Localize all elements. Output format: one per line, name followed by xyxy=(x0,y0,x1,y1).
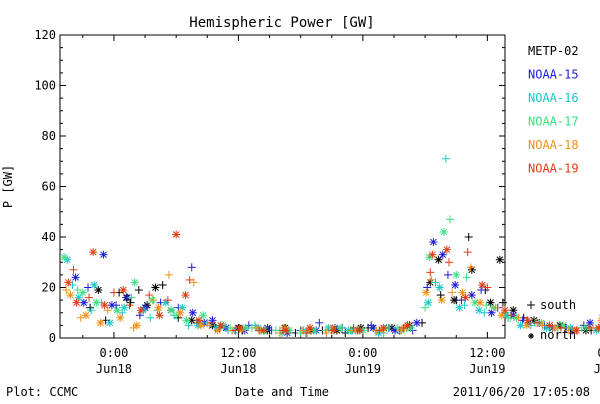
legend-entry-noaa-18: NOAA-18 xyxy=(528,138,579,152)
legend-entry-noaa-15: NOAA-15 xyxy=(528,68,579,82)
footer-timestamp: 2011/06/20 17:05:08 xyxy=(453,385,590,399)
point-noaa-15-north xyxy=(413,319,421,327)
point-noaa-18-north xyxy=(155,304,163,312)
point-noaa-19-north xyxy=(443,246,451,254)
point-noaa-15-north xyxy=(451,281,459,289)
marker-legend-label: north xyxy=(540,328,576,342)
y-tick-label: 120 xyxy=(34,28,56,42)
x-tick-date-label: Jun20 xyxy=(594,362,600,376)
point-noaa-19-north xyxy=(101,301,109,309)
point-noaa-19-north xyxy=(172,230,180,238)
point-noaa-15-north xyxy=(429,238,437,246)
point-noaa-19-north xyxy=(64,278,72,286)
point-noaa-18-north xyxy=(66,291,74,299)
point-noaa-19-north xyxy=(501,306,509,314)
point-noaa-17-north xyxy=(167,306,175,314)
y-tick-label: 80 xyxy=(42,129,56,143)
point-noaa-18-north xyxy=(96,319,104,327)
point-noaa-19-north xyxy=(73,299,81,307)
y-tick-label: 100 xyxy=(34,79,56,93)
x-axis-label: Date and Time xyxy=(235,385,329,399)
x-tick-time-label: 12:00 xyxy=(469,346,505,360)
point-noaa-18-north xyxy=(438,296,446,304)
point-noaa-17-north xyxy=(440,228,448,236)
legend-entry-metp-02: METP-02 xyxy=(528,44,579,58)
point-noaa-19-north xyxy=(119,286,127,294)
x-tick-date-label: Jun19 xyxy=(469,362,505,376)
point-noaa-18-north xyxy=(116,314,124,322)
point-noaa-19-north xyxy=(195,316,203,324)
legend-entry-noaa-17: NOAA-17 xyxy=(528,115,579,129)
point-noaa-17-north xyxy=(60,253,68,261)
point-noaa-19-north xyxy=(524,316,532,324)
point-metp-02-north xyxy=(496,256,504,264)
point-noaa-15-north xyxy=(100,251,108,259)
point-noaa-18-north xyxy=(176,309,184,317)
x-tick-time-label: 0:00 xyxy=(99,346,128,360)
point-noaa-16-north xyxy=(90,281,98,289)
legend-entry-noaa-16: NOAA-16 xyxy=(528,91,579,105)
point-noaa-15-north xyxy=(439,251,447,259)
point-metp-02-north xyxy=(435,256,443,264)
x-tick-time-label: 0:00 xyxy=(348,346,377,360)
point-noaa-17-north xyxy=(131,278,139,286)
footer-credit: Plot: CCMC xyxy=(6,385,78,399)
y-tick-label: 0 xyxy=(49,331,56,345)
point-metp-02-north xyxy=(94,286,102,294)
point-noaa-16-north xyxy=(436,284,444,292)
marker-legend-label: south xyxy=(540,298,576,312)
x-tick-date-label: Jun19 xyxy=(345,362,381,376)
x-tick-time-label: 12:00 xyxy=(220,346,256,360)
point-noaa-17-north xyxy=(113,306,121,314)
point-noaa-17-north xyxy=(183,316,191,324)
point-noaa-18-north xyxy=(422,289,430,297)
point-noaa-18-north xyxy=(476,299,484,307)
x-tick-date-label: Jun18 xyxy=(220,362,256,376)
point-noaa-16-north xyxy=(106,319,114,327)
point-metp-02-north xyxy=(151,284,159,292)
y-tick-label: 40 xyxy=(42,230,56,244)
point-metp-02-north xyxy=(450,296,458,304)
y-tick-label: 20 xyxy=(42,281,56,295)
point-noaa-19-north xyxy=(156,311,164,319)
point-noaa-19-north xyxy=(462,294,470,302)
y-tick-label: 60 xyxy=(42,180,56,194)
x-tick-date-label: Jun18 xyxy=(96,362,132,376)
chart-title: Hemispheric Power [GW] xyxy=(189,15,374,31)
point-noaa-19-north xyxy=(428,251,436,259)
point-noaa-17-north xyxy=(199,311,207,319)
point-noaa-19-north xyxy=(217,321,225,329)
point-noaa-19-north xyxy=(182,291,190,299)
point-noaa-19-north xyxy=(89,248,97,256)
point-noaa-19-north xyxy=(137,306,145,314)
legend-entry-noaa-19: NOAA-19 xyxy=(528,162,579,176)
point-noaa-15-north xyxy=(189,309,197,317)
point-noaa-15-north xyxy=(72,273,80,281)
y-axis-label: P [GW] xyxy=(1,165,15,208)
point-noaa-17-north xyxy=(452,271,460,279)
